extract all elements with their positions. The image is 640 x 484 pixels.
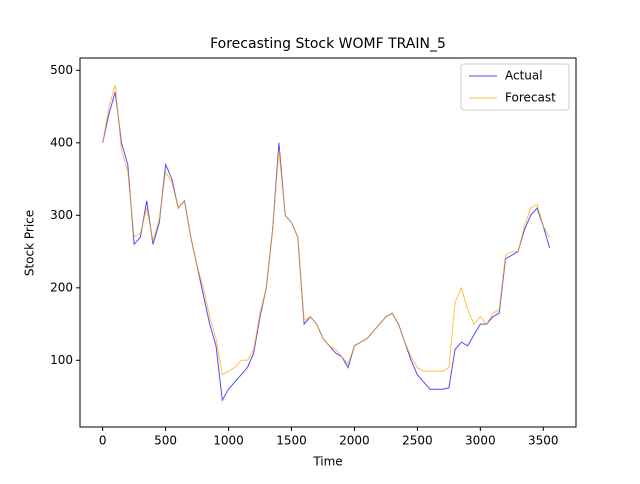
x-tick-label: 3000 (465, 434, 496, 448)
y-axis-label: Stock Price (23, 210, 37, 276)
y-tick-label: 300 (50, 208, 73, 222)
series-line (102, 84, 551, 376)
x-tick-label: 0 (99, 434, 107, 448)
y-tick-label: 200 (50, 280, 73, 294)
x-axis-label: Time (312, 455, 342, 469)
chart-title: Forecasting Stock WOMF TRAIN_5 (210, 36, 446, 52)
legend-label: Forecast (505, 91, 556, 105)
legend-label: Actual (505, 69, 543, 83)
plot-frame (79, 57, 577, 428)
x-tick-label: 1500 (276, 434, 307, 448)
y-tick-label: 100 (50, 353, 73, 367)
x-tick-label: 2500 (402, 434, 433, 448)
legend: Actual Forecast (460, 63, 570, 111)
x-tick-label: 1000 (213, 434, 244, 448)
x-tick-label: 500 (154, 434, 177, 448)
x-tick-label: 2000 (339, 434, 370, 448)
y-tick-label: 400 (50, 135, 73, 149)
x-tick-label: 3500 (528, 434, 559, 448)
y-tick-label: 500 (50, 63, 73, 77)
